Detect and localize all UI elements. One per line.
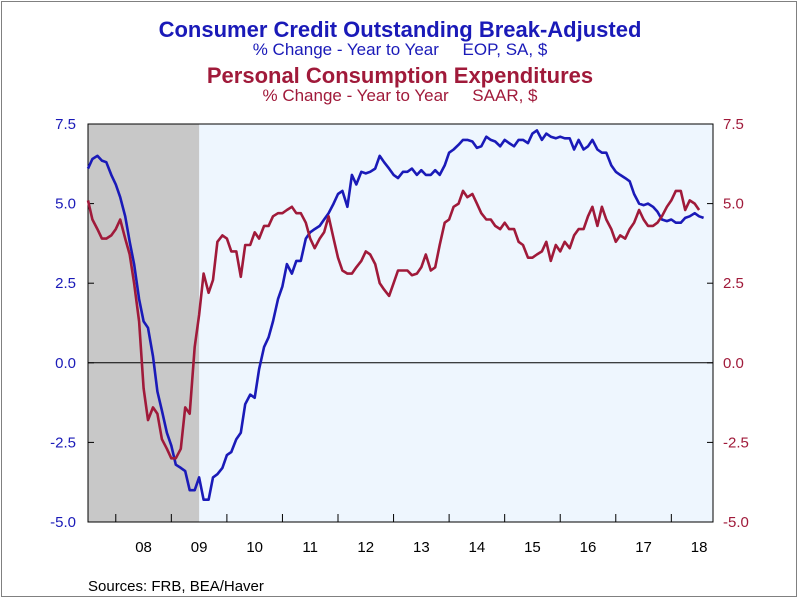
plot-border — [87, 123, 714, 523]
y-left-tick-label: 7.5 — [55, 116, 76, 133]
x-tick-label: 13 — [413, 539, 430, 556]
y-left-tick-label: 5.0 — [55, 196, 76, 213]
y-right-tick-label: -5.0 — [723, 514, 749, 531]
chart-title-consumer-credit: Consumer Credit Outstanding Break-Adjust… — [158, 17, 642, 42]
chart-subtitle-pce: % Change - Year to Year SAAR, $ — [262, 86, 538, 105]
x-tick-label: 09 — [191, 539, 208, 556]
x-tick-label: 08 — [135, 539, 152, 556]
y-left-tick-label: -2.5 — [50, 434, 76, 451]
y-left-tick-label: 0.0 — [55, 355, 76, 372]
chart-title-pce: Personal Consumption Expenditures — [206, 63, 594, 88]
chart-subtitle-consumer-credit: % Change - Year to Year EOP, SA, $ — [252, 40, 548, 59]
series-line-pce — [86, 189, 701, 460]
x-tick-label: 15 — [524, 539, 541, 556]
x-tick-label: 12 — [357, 539, 374, 556]
x-tick-label: 11 — [302, 539, 318, 556]
y-left-tick-label: 2.5 — [55, 275, 76, 292]
series-line-consumer-credit — [86, 129, 705, 501]
y-left-tick-label: -5.0 — [50, 514, 76, 531]
source-note: Sources: FRB, BEA/Haver — [88, 578, 264, 595]
x-tick-label: 14 — [469, 539, 486, 556]
y-right-tick-label: 7.5 — [723, 116, 744, 133]
x-tick-label: 16 — [580, 539, 597, 556]
y-right-tick-label: 5.0 — [723, 196, 744, 213]
x-tick-label: 10 — [246, 539, 263, 556]
x-tick-label: 17 — [635, 539, 652, 556]
y-right-tick-label: -2.5 — [723, 434, 749, 451]
y-right-tick-label: 2.5 — [723, 275, 744, 292]
y-right-tick-label: 0.0 — [723, 355, 744, 372]
x-tick-label: 18 — [691, 539, 708, 556]
